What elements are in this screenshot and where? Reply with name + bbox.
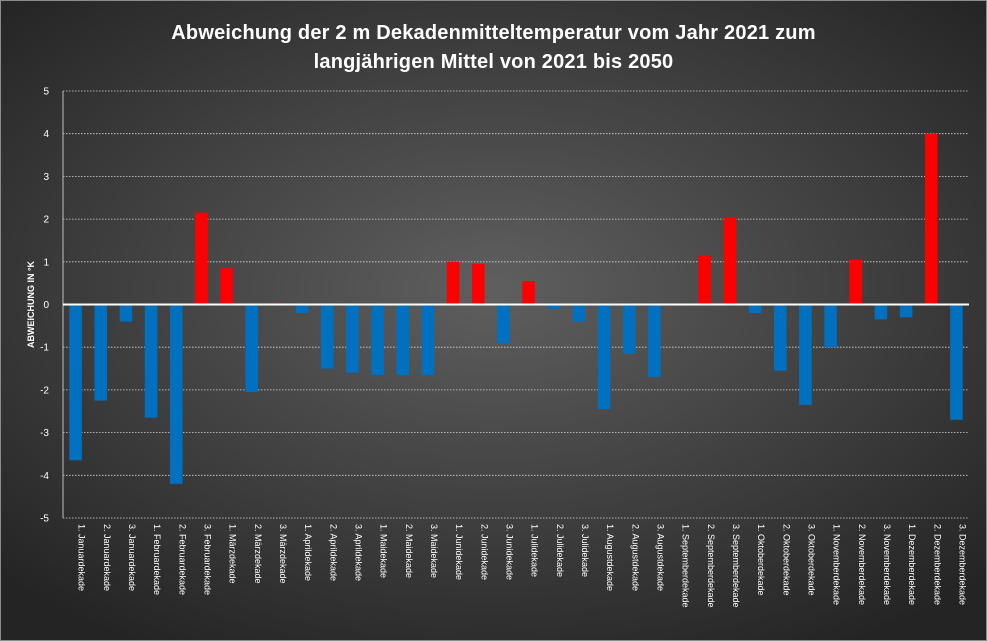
bar [899,304,913,318]
bar [723,216,737,305]
y-tick-label: -4 [40,471,49,482]
bar [824,304,837,348]
y-axis-title: ABWEICHUNG IN °K [26,260,36,348]
chart-title-line-1: Abweichung der 2 m Dekadenmitteltemperat… [171,22,816,44]
x-tick-label: 3. Märzdekade [278,524,288,584]
bar [94,304,108,401]
x-tick-label: 1. Oktoberdekade [756,524,766,596]
x-tick-label: 2. Januardekade [102,524,112,591]
bar [396,304,410,375]
chart-title: Abweichung der 2 m Dekadenmitteltemperat… [1,19,986,77]
bar [169,304,183,484]
bar [547,304,561,309]
bar [346,304,359,373]
x-tick-label: 3. Augustdekade [655,524,665,591]
bar [849,259,863,305]
bar [622,304,636,354]
y-tick-label: 2 [43,215,49,226]
bar [421,304,435,375]
bar [924,133,938,305]
x-tick-label: 1. Aprildekade [303,524,313,581]
bar [245,304,259,393]
bar [648,304,661,378]
bar [69,304,82,461]
x-tick-label: 2. Dezemberdekade [932,524,942,605]
x-tick-label: 1. Februardekade [152,524,162,595]
y-tick-label: 3 [43,172,49,183]
bar [295,304,309,314]
x-tick-label: 1. Junidekade [454,524,464,580]
y-tick-label: -2 [40,385,49,396]
bar [144,304,158,418]
y-tick-label: 5 [43,87,49,98]
x-tick-label: 2. Märzdekade [253,524,263,584]
x-tick-label: 3. Maidekade [429,524,439,578]
x-tick-label: 1. Januardekade [77,524,87,591]
bar [950,304,963,420]
x-tick-label: 2. Augustdekade [630,524,640,591]
y-tick-label: -5 [40,514,49,525]
bar [446,261,460,305]
bar [597,304,611,410]
x-tick-label: 1. Maidekade [379,524,389,578]
x-tick-label: 2. Julidekade [555,524,565,577]
x-tick-label: 3. Septemberdekade [731,524,741,608]
bar [371,304,384,375]
bar [874,304,888,320]
x-tick-label: 3. Januardekade [127,524,137,591]
x-tick-label: 2. Junidekade [479,524,489,580]
bar [320,304,334,369]
x-tick-label: 3. Dezemberdekade [957,524,967,605]
x-tick-label: 1. Augustdekade [605,524,615,591]
y-tick-label: 0 [43,300,49,311]
x-tick-label: 3. Aprildekade [353,524,363,581]
x-tick-label: 1. Septemberdekade [681,524,691,608]
y-tick-label: 1 [43,257,49,268]
x-tick-label: 3. Novemberdekade [882,524,892,605]
x-tick-label: 1. Märzdekade [228,524,238,584]
x-tick-label: 2. Aprildekade [328,524,338,581]
x-tick-label: 3. Junidekade [504,524,514,580]
bar [522,281,535,305]
bar [773,304,787,371]
x-tick-label: 3. Oktoberdekade [806,524,816,596]
x-tick-label: 2. Oktoberdekade [781,524,791,596]
x-tick-label: 2. Septemberdekade [706,524,716,608]
bar [572,304,586,322]
x-tick-label: 1. Novemberdekade [832,524,842,605]
x-tick-label: 1. Julidekade [530,524,540,577]
x-tick-label: 3. Julidekade [580,524,590,577]
bar [119,304,133,322]
x-tick-label: 2. Maidekade [404,524,414,578]
x-tick-label: 2. Februardekade [177,524,187,595]
x-tick-label: 2. Novemberdekade [857,524,867,605]
x-tick-label: 1. Dezemberdekade [907,524,917,605]
bar [497,304,510,343]
chart-title-line-2: langjährigen Mittel von 2021 bis 2050 [313,51,674,73]
bar [471,263,485,305]
y-tick-label: 4 [43,129,49,140]
y-tick-label: -3 [40,428,49,439]
bar [799,304,812,405]
bar [195,212,208,305]
bar [698,255,712,305]
x-tick-label: 3. Februardekade [202,524,212,595]
bar [748,304,762,314]
y-tick-label: -1 [40,343,49,354]
bar [220,268,233,305]
